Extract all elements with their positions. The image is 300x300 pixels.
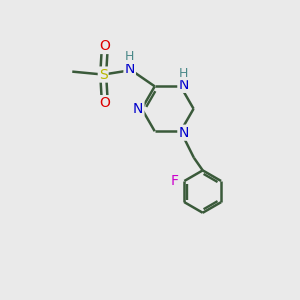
Text: N: N [133,102,143,116]
Text: S: S [99,68,108,82]
Text: F: F [171,174,179,188]
Text: O: O [99,39,110,53]
Text: O: O [99,96,110,110]
Text: H: H [179,67,188,80]
Text: N: N [178,126,189,140]
Text: H: H [125,50,134,63]
Text: N: N [178,78,189,92]
Text: N: N [124,62,135,76]
